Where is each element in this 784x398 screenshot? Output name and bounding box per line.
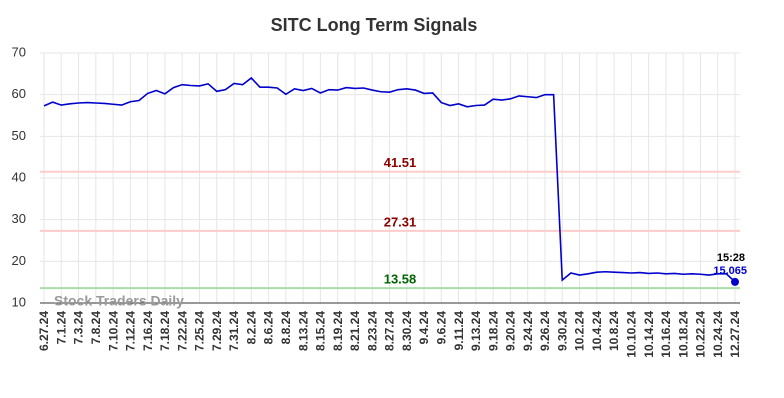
x-tick-label: 7.3.24: [72, 311, 86, 345]
y-tick-label: 40: [12, 169, 26, 184]
signal-label: 41.51: [384, 155, 417, 170]
x-tick-label: 9.30.24: [555, 311, 569, 351]
x-tick-label: 7.1.24: [54, 311, 68, 345]
y-tick-label: 50: [12, 128, 26, 143]
x-tick-label: 9.24.24: [521, 311, 535, 351]
x-tick-label: 8.19.24: [331, 311, 345, 351]
x-tick-label: 8.15.24: [314, 311, 328, 351]
x-tick-label: 8.21.24: [348, 311, 362, 351]
signal-label: 13.58: [384, 272, 417, 287]
x-tick-label: 8.2.24: [244, 311, 258, 345]
y-tick-label: 20: [12, 253, 26, 268]
x-tick-label: 9.6.24: [434, 311, 448, 345]
last-time: 15:28: [717, 252, 745, 264]
x-tick-label: 7.12.24: [124, 311, 138, 351]
x-tick-label: 10.14.24: [642, 311, 656, 358]
x-tick-label: 9.18.24: [486, 311, 500, 351]
x-tick-label: 6.27.24: [37, 311, 51, 351]
x-tick-label: 7.25.24: [193, 311, 207, 351]
x-tick-label: 7.22.24: [175, 311, 189, 351]
x-tick-label: 9.20.24: [504, 311, 518, 351]
x-tick-label: 10.22.24: [694, 311, 708, 358]
chart-title: SITC Long Term Signals: [271, 15, 478, 35]
x-tick-label: 7.16.24: [141, 311, 155, 351]
x-tick-label: 10.10.24: [625, 311, 639, 358]
x-tick-label: 10.24.24: [711, 311, 725, 358]
last-value: 15.065: [713, 265, 747, 277]
x-tick-label: 10.8.24: [607, 311, 621, 351]
x-tick-label: 10.4.24: [590, 311, 604, 351]
x-tick-label: 7.18.24: [158, 311, 172, 351]
x-tick-label: 7.10.24: [106, 311, 120, 351]
x-tick-label: 7.8.24: [89, 311, 103, 345]
x-tick-label: 10.18.24: [676, 311, 690, 358]
x-tick-label: 9.26.24: [538, 311, 552, 351]
x-tick-label: 12.27.24: [728, 311, 742, 358]
x-tick-label: 10.2.24: [573, 311, 587, 351]
price-line: [43, 76, 736, 283]
y-tick-label: 70: [12, 44, 26, 59]
x-tick-label: 9.11.24: [452, 311, 466, 351]
last-point: [731, 277, 739, 286]
y-tick-label: 10: [12, 294, 26, 309]
y-tick-label: 30: [12, 211, 26, 226]
x-tick-label: 8.27.24: [383, 311, 397, 351]
x-tick-label: 8.23.24: [365, 311, 379, 351]
x-tick-label: 9.13.24: [469, 311, 483, 351]
watermark: Stock Traders Daily: [54, 293, 184, 309]
x-tick-label: 8.8.24: [279, 311, 293, 345]
signal-label: 27.31: [384, 214, 417, 229]
x-tick-label: 7.29.24: [210, 311, 224, 351]
x-tick-label: 8.13.24: [296, 311, 310, 351]
x-tick-label: 9.4.24: [417, 311, 431, 345]
x-tick-label: 10.16.24: [659, 311, 673, 358]
x-tick-label: 7.31.24: [227, 311, 241, 351]
y-tick-label: 60: [12, 86, 26, 101]
x-tick-label: 8.30.24: [400, 311, 414, 351]
x-tick-label: 8.6.24: [262, 311, 276, 345]
